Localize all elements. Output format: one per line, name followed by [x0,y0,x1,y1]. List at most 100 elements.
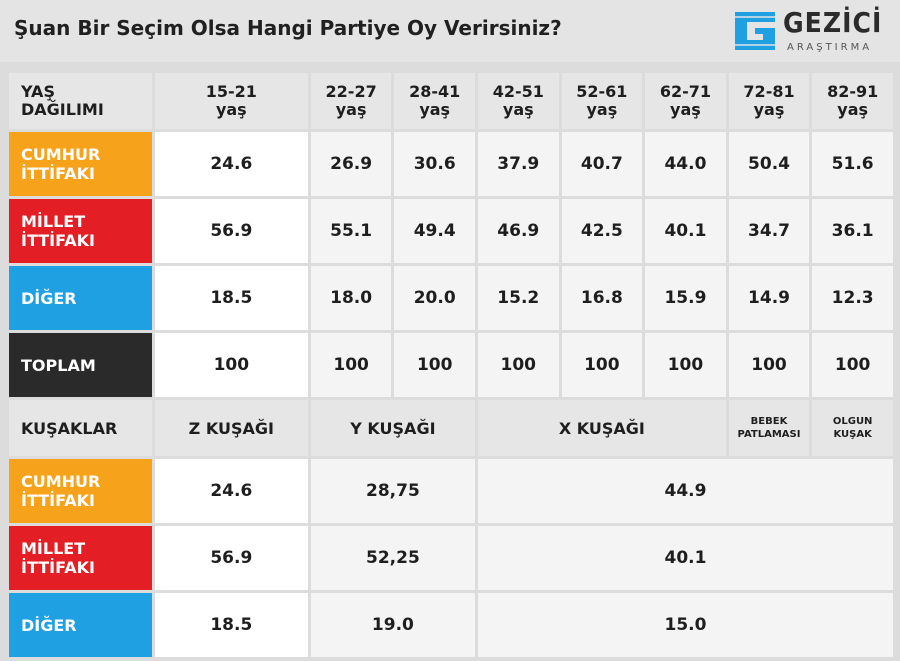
table-cell: 49.4 [394,199,475,263]
age-row-millet: MİLLET İTTİFAKI 56.9 55.1 49.4 46.9 42.5 … [9,199,893,263]
gezici-logo: GEZİCİ ARAŞTIRMA [731,6,891,58]
party-label-line: İTTİFAKI [21,231,95,250]
table-cell: 50.4 [728,132,810,196]
age-row-cumhur: CUMHUR İTTİFAKI 24.6 26.9 30.6 37.9 40.7 … [9,132,893,196]
age-col-bottom: yaş [837,100,869,119]
table-cell: 55.1 [310,199,392,263]
age-col-top: 72-81 [743,82,795,101]
age-col-header: 72-81 yaş [728,73,810,129]
age-col-bottom: yaş [335,100,367,119]
age-header-row: YAŞ DAĞILIMI 15-21 yaş 22-27 yaş 28-41 yaş … [9,73,893,129]
gezici-g-icon [731,8,779,54]
table-cell: 100 [645,333,726,397]
table-cell: 15.9 [645,266,726,330]
age-col-header: 22-27 yaş [310,73,392,129]
boomer-header-line: BEBEK [750,416,788,427]
age-col-header: 82-91 yaş [812,73,893,129]
age-col-bottom: yaş [419,100,451,119]
age-col-top: 52-61 [576,82,628,101]
table-cell: 18.5 [154,266,308,330]
age-col-bottom: yaş [586,100,618,119]
table-cell: 18.0 [310,266,392,330]
age-col-top: 15-21 [205,82,257,101]
age-col-header: 52-61 yaş [561,73,643,129]
party-label-line: DİĞER [21,615,77,635]
age-col-header: 62-71 yaş [645,73,726,129]
olgun-header-line: KUŞAK [833,429,872,440]
age-col-bottom: yaş [502,100,534,119]
age-col-header: 42-51 yaş [477,73,559,129]
table-cell: 26.9 [310,132,392,196]
table-cell: 100 [394,333,475,397]
table-cell: 12.3 [812,266,893,330]
table-cell: 40.1 [477,526,893,590]
table-cell: 52,25 [310,526,475,590]
age-col-bottom: yaş [215,100,247,119]
age-col-top: 62-71 [659,82,712,101]
party-label-diger: DİĞER [9,266,152,330]
table-cell: 56.9 [154,199,308,263]
age-col-bottom: yaş [753,100,785,119]
x-generation-header: X KUŞAĞI [477,400,726,456]
party-label-line: İTTİFAKI [21,558,95,577]
olgun-header-line: OLGUN [832,416,873,427]
party-label-line: İTTİFAKI [21,164,95,183]
age-col-header: 28-41 yaş [394,73,475,129]
table-cell: 56.9 [154,526,308,590]
logo-name: GEZİCİ [783,6,883,39]
generation-row-diger: DİĞER 18.5 19.0 15.0 [9,593,893,657]
table-cell: 28,75 [310,459,475,523]
table-cell: 46.9 [477,199,559,263]
table-cell: 18.5 [154,593,308,657]
party-label-line: İTTİFAKI [21,491,95,510]
table-cell: 44.9 [477,459,893,523]
age-col-header: 15-21 yaş [154,73,308,129]
page-title: Şuan Bir Seçim Olsa Hangi Partiye Oy Ver… [14,16,562,40]
results-table: YAŞ DAĞILIMI 15-21 yaş 22-27 yaş 28-41 yaş … [6,70,896,660]
table-cell: 44.0 [645,132,726,196]
age-col-bottom: yaş [670,100,701,119]
table-cell: 20.0 [394,266,475,330]
age-col-top: 22-27 [325,82,377,101]
boomer-header-line: PATLAMASI [737,429,801,440]
table-cell: 19.0 [310,593,475,657]
party-label-line: CUMHUR [21,145,101,164]
table-cell: 14.9 [728,266,810,330]
party-label-toplam: TOPLAM [9,333,152,397]
age-header-text: YAŞ DAĞILIMI [21,82,104,119]
age-row-toplam: TOPLAM 100 100 100 100 100 100 100 100 [9,333,893,397]
table-cell: 15.2 [477,266,559,330]
age-col-top: 28-41 [409,82,461,101]
table-cell: 30.6 [394,132,475,196]
party-label-line: CUMHUR [21,472,101,491]
table-cell: 42.5 [561,199,643,263]
z-generation-header: Z KUŞAĞI [154,400,308,456]
generation-row-millet: MİLLET İTTİFAKI 56.9 52,25 40.1 [9,526,893,590]
party-label-line: DİĞER [21,288,77,308]
party-label-line: TOPLAM [21,355,96,375]
party-label-cumhur: CUMHUR İTTİFAKI [9,132,152,196]
party-label-cumhur: CUMHUR İTTİFAKI [9,459,152,523]
table-cell: 51.6 [812,132,893,196]
age-col-top: 42-51 [492,82,544,101]
party-label-line: MİLLET [21,539,86,558]
generation-header-row: KUŞAKLAR Z KUŞAĞI Y KUŞAĞI X KUŞAĞI BEBE… [9,400,893,456]
table-cell: 100 [728,333,810,397]
party-label-line: MİLLET [21,212,86,231]
table-cell: 36.1 [812,199,893,263]
logo-subtitle: ARAŞTIRMA [787,42,873,53]
table-cell: 24.6 [154,132,308,196]
table-cell: 40.7 [561,132,643,196]
table-cell: 16.8 [561,266,643,330]
boomer-header: BEBEK PATLAMASI [728,400,810,456]
table-cell: 40.1 [645,199,726,263]
table-cell: 37.9 [477,132,559,196]
generation-row-cumhur: CUMHUR İTTİFAKI 24.6 28,75 44.9 [9,459,893,523]
table-cell: 100 [812,333,893,397]
table-cell: 100 [154,333,308,397]
party-label-diger: DİĞER [9,593,152,657]
table-cell: 100 [477,333,559,397]
header-bar: Şuan Bir Seçim Olsa Hangi Partiye Oy Ver… [0,0,900,62]
table-cell: 100 [561,333,643,397]
